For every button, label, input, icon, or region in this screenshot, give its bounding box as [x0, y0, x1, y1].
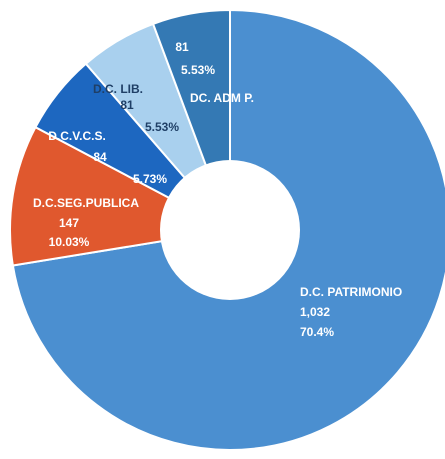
slice-label-seg-publica-value: 147: [59, 216, 79, 230]
slice-label-seg-publica-name: D.C.SEG.PUBLICA: [33, 196, 139, 210]
slice-label-vcs-name: D.C.V.C.S.: [48, 129, 106, 143]
slice-label-adm-name: DC. ADM P.: [190, 91, 254, 105]
slice-label-vcs-percent: 5.73%: [133, 172, 167, 186]
donut-hole: [160, 160, 300, 300]
slice-label-adm-value: 81: [175, 40, 189, 54]
slice-label-lib-name: D.C. LIB.: [93, 82, 143, 96]
slice-d-c-patrimonio: [11, 8, 445, 451]
slice-label-lib-value: 81: [120, 98, 134, 112]
slice-label-vcs-value: 84: [93, 150, 107, 164]
slice-label-patrimonio-percent: 70.4%: [300, 325, 334, 339]
slice-label-lib-percent: 5.53%: [145, 120, 179, 134]
slice-label-patrimonio-name: D.C. PATRIMONIO: [300, 285, 402, 299]
slice-label-seg-publica-percent: 10.03%: [49, 235, 90, 249]
slice-label-patrimonio-value: 1,032: [300, 305, 330, 319]
slice-label-adm-percent: 5.53%: [181, 63, 215, 77]
